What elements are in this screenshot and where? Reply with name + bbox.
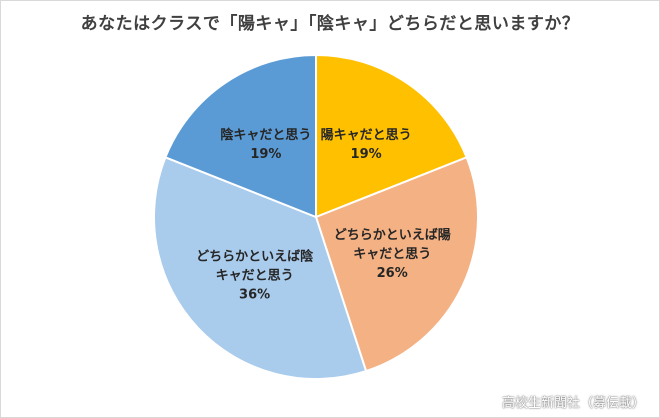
chart-title: あなたはクラスで「陽キャ」「陰キャ」どちらだと思いますか？ <box>80 14 580 34</box>
pie-slice <box>314 156 479 373</box>
pie-slice <box>153 156 368 380</box>
slice-category-label: キャだと思う <box>353 247 431 262</box>
slice-label: どちらかといえば陰キャだと思う 36% <box>196 249 314 303</box>
slice-value-label: 26% <box>377 266 408 281</box>
pie-slice <box>164 53 317 219</box>
pie-slice <box>315 53 468 219</box>
slice-category-label: どちらかといえば陽 <box>334 227 451 243</box>
slice-category-label: どちらかといえば陰 <box>196 249 314 265</box>
pie-slices <box>153 53 479 380</box>
publisher-watermark: 高校生新聞社（募伝載） <box>501 396 645 411</box>
slice-value-label: 36% <box>239 288 270 303</box>
slice-value-label: 19% <box>351 147 382 162</box>
slice-category-label: キャだと思う <box>216 269 294 284</box>
slice-category-label: 陽キャだと思う <box>321 127 412 143</box>
slice-value-label: 19% <box>250 147 281 162</box>
slice-label: 陽キャだと思う 19% <box>321 127 412 162</box>
slice-label: 陰キャだと思う 19% <box>220 127 311 162</box>
slice-label: どちらかといえば陽キャだと思う 26% <box>334 227 451 281</box>
pie-labels: 陽キャだと思う 19%どちらかといえば陽キャだと思う 26%どちらかといえば陰キャだ… <box>196 127 451 303</box>
slice-category-label: 陰キャだと思う <box>220 127 311 143</box>
